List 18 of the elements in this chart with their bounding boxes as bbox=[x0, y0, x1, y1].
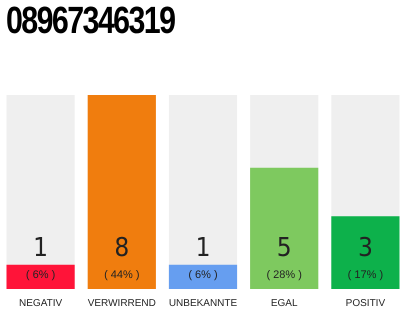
annotation: ( 6% ) bbox=[26, 269, 56, 282]
annotation: ( 6% ) bbox=[188, 269, 218, 282]
data-label: 1 bbox=[196, 232, 210, 263]
bar bbox=[168, 264, 238, 289]
data-label: 3 bbox=[358, 232, 373, 263]
x-tick-label: VERWIRREND bbox=[88, 298, 156, 309]
x-tick-label: EGAL bbox=[270, 298, 298, 309]
bar bbox=[6, 264, 75, 289]
data-label: 5 bbox=[276, 232, 292, 263]
x-tick-label: NEGATIV bbox=[19, 298, 63, 309]
data-label: 8 bbox=[114, 232, 130, 263]
annotation: ( 28% ) bbox=[266, 269, 302, 282]
chart-title: 08967346319 bbox=[6, 0, 174, 43]
data-label: 1 bbox=[33, 232, 48, 263]
x-tick-label: POSITIV bbox=[346, 298, 386, 309]
annotation: ( 17% ) bbox=[348, 269, 384, 282]
annotation: ( 44% ) bbox=[104, 269, 140, 282]
x-tick-label: UNBEKANNTE bbox=[168, 298, 238, 309]
